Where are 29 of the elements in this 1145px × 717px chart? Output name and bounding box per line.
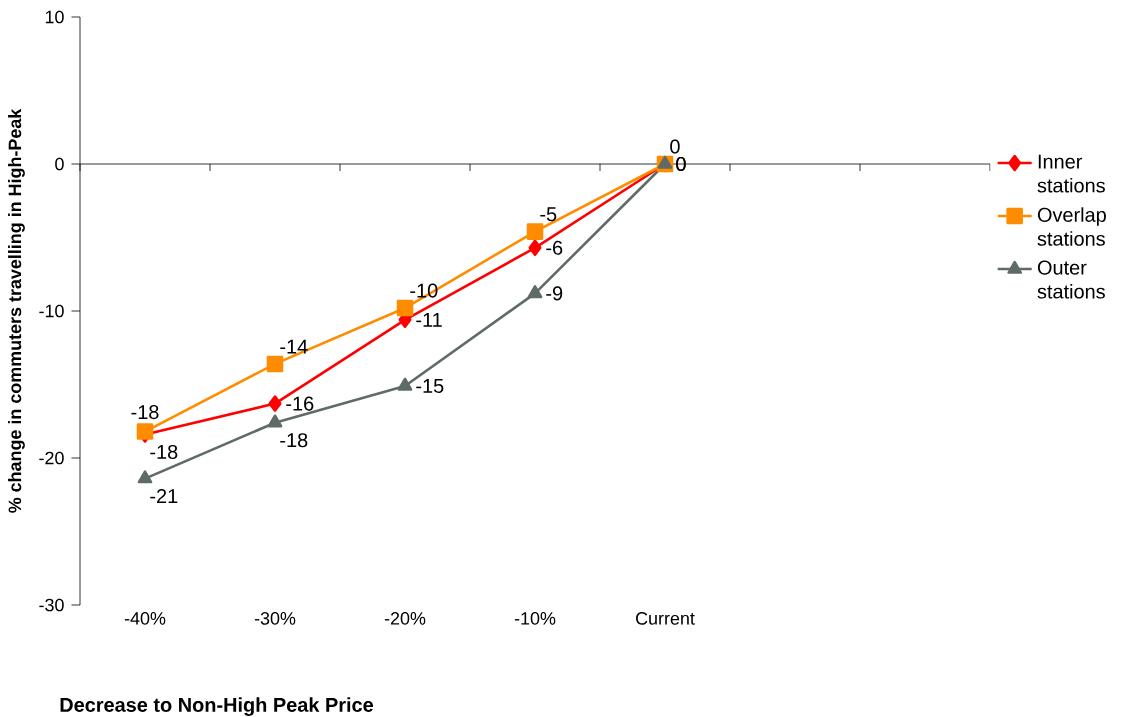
data-label: 0 (676, 156, 686, 172)
data-label: -9 (546, 286, 563, 301)
data-label: -15 (416, 379, 444, 393)
data-label: -18 (131, 405, 159, 420)
y-tick-label: 10 (45, 10, 64, 24)
y-tick-label: -20 (39, 451, 64, 465)
x-tick-label: -30% (254, 612, 296, 625)
y-tick-label: 0 (55, 157, 64, 171)
data-label: 0 (670, 139, 680, 154)
y-tick-label: -30 (39, 598, 64, 612)
legend-label: Inner stations (1037, 154, 1105, 193)
x-tick-label: -10% (514, 612, 556, 625)
data-label: -10 (410, 283, 438, 298)
data-label: -5 (540, 207, 557, 222)
legend-label: Outer stations (1037, 260, 1105, 299)
data-label: -11 (416, 312, 442, 327)
x-tick-label: Current (636, 612, 695, 625)
x-tick-label: -20% (384, 612, 426, 625)
y-tick-label: -10 (39, 304, 64, 318)
data-label: -18 (280, 433, 308, 448)
x-axis-title: Decrease to Non-High Peak Price (60, 697, 374, 716)
data-label: -14 (280, 339, 308, 354)
data-label: -18 (150, 444, 178, 459)
data-label: -21 (150, 488, 178, 503)
legend-label: Overlap stations (1037, 207, 1106, 246)
data-label: -16 (286, 396, 314, 411)
data-label: -6 (546, 240, 563, 255)
y-axis-title: % change in commuters travelling in High-Peak (8, 108, 25, 513)
x-tick-label: -40% (124, 612, 166, 625)
